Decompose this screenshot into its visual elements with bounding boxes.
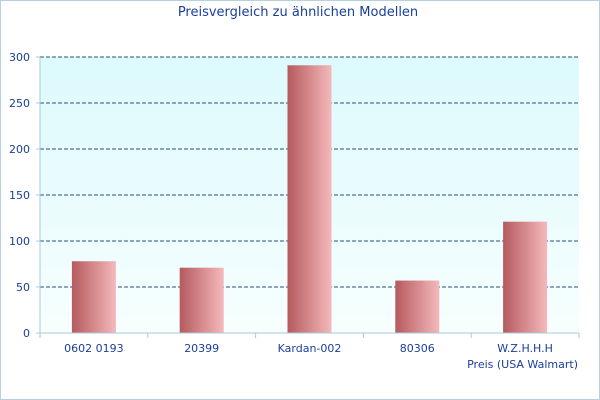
bar: [287, 65, 332, 333]
bar: [395, 280, 440, 333]
bar-series: [71, 65, 548, 333]
chart-title: Preisvergleich zu ähnlichen Modellen: [178, 5, 418, 20]
x-tick-label: 0602 0193: [64, 342, 124, 355]
legend-series-label: Preis (USA Walmart): [467, 358, 578, 371]
y-tick-label: 250: [9, 97, 30, 110]
y-tick-label: 100: [9, 235, 30, 248]
y-tick-label: 300: [9, 51, 30, 64]
x-tick-label: W.Z.H.H.H: [497, 342, 553, 355]
bar: [179, 267, 224, 333]
x-tick-label: 20399: [184, 342, 219, 355]
y-tick-label: 200: [9, 143, 30, 156]
y-axis-ticks: 0 50 100 150 200 250 300: [9, 51, 40, 340]
y-tick-label: 150: [9, 189, 30, 202]
x-axis-ticks: [39, 333, 580, 338]
bar: [71, 261, 116, 333]
x-tick-label: Kardan-002: [278, 342, 342, 355]
y-tick-label: 50: [16, 281, 30, 294]
bar: [503, 221, 548, 333]
x-axis-labels: 0602 0193 20399 Kardan-002 80306 W.Z.H.H.H: [64, 342, 553, 355]
y-tick-label: 0: [23, 327, 30, 340]
x-tick-label: 80306: [400, 342, 435, 355]
